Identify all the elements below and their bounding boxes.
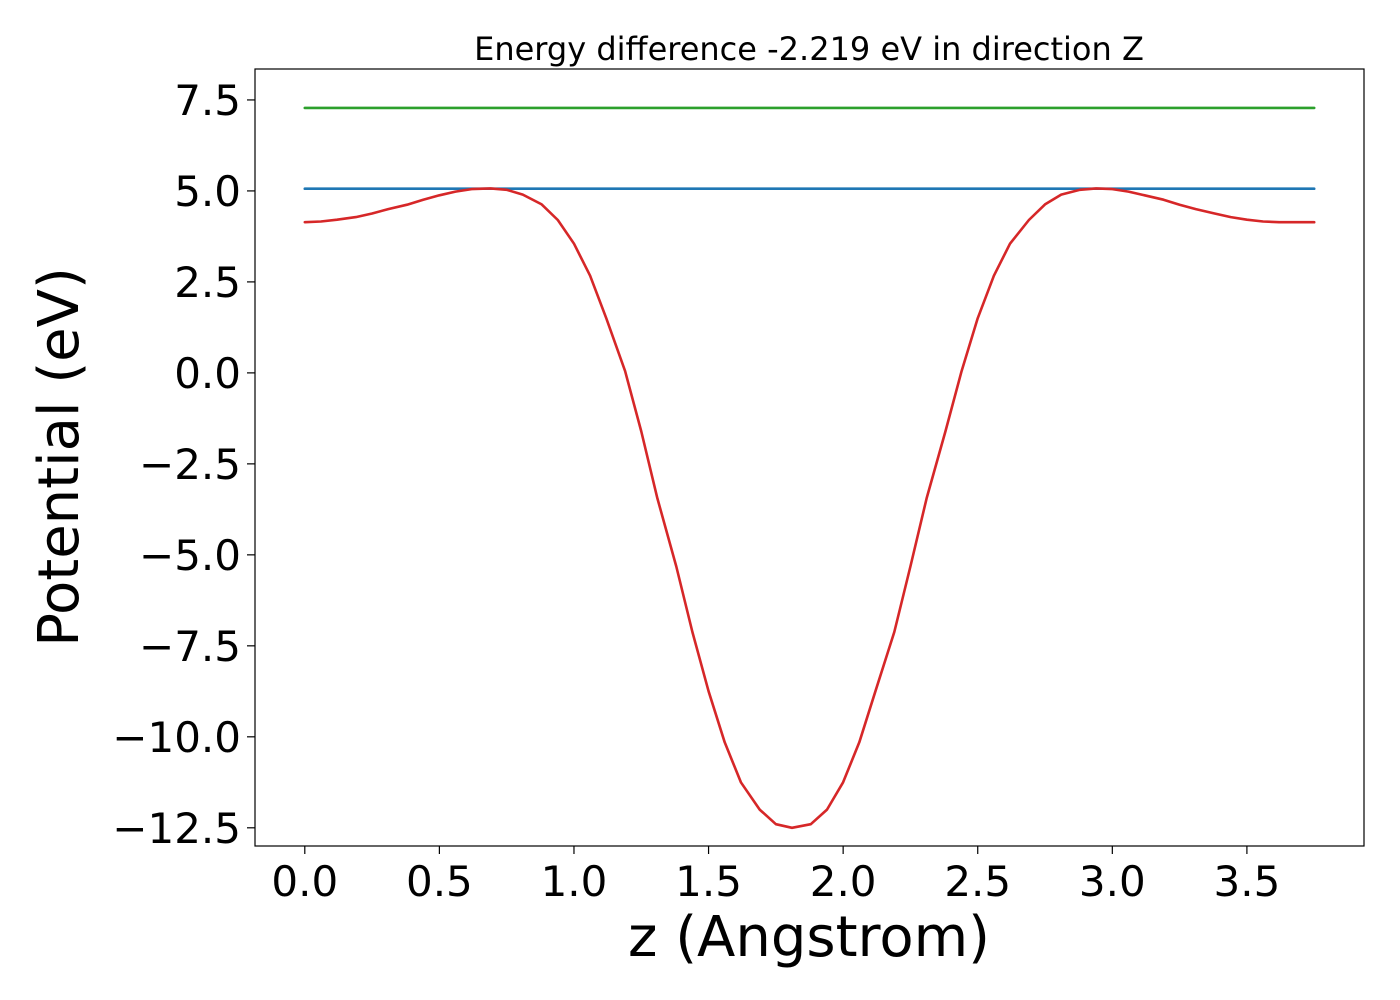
x-tick-label: 3.0 [1079,857,1146,906]
x-tick-label: 1.0 [541,857,608,906]
y-tick-label: 2.5 [174,258,241,307]
y-tick-label: −12.5 [112,804,241,853]
y-tick-label: 7.5 [174,76,241,125]
x-tick-label: 1.5 [675,857,742,906]
chart-title: Energy difference -2.219 eV in direction… [474,30,1144,68]
y-tick-label: 0.0 [174,349,241,398]
plot-area: 0.0 0.5 1.0 1.5 2.0 2.5 3.0 3.5 7.5 5.0 2.5 0.0 −2.5… [112,68,1365,906]
y-axis-label: Potential (eV) [27,267,92,647]
y-tick-label: −10.0 [112,713,241,762]
y-tick-label: −2.5 [139,440,241,489]
y-tick-label: 5.0 [174,167,241,216]
series-line-2 [303,187,1316,830]
x-tick-label: 2.5 [944,857,1011,906]
y-tick-label: −5.0 [139,531,241,580]
x-tick-label: 0.5 [406,857,473,906]
plot-frame [254,68,1365,847]
y-tick-label: −7.5 [139,622,241,671]
x-tick-label: 2.0 [810,857,877,906]
x-tick-label: 0.0 [271,857,338,906]
x-axis-label: z (Angstrom) [628,905,990,970]
x-tick-label: 3.5 [1214,857,1281,906]
